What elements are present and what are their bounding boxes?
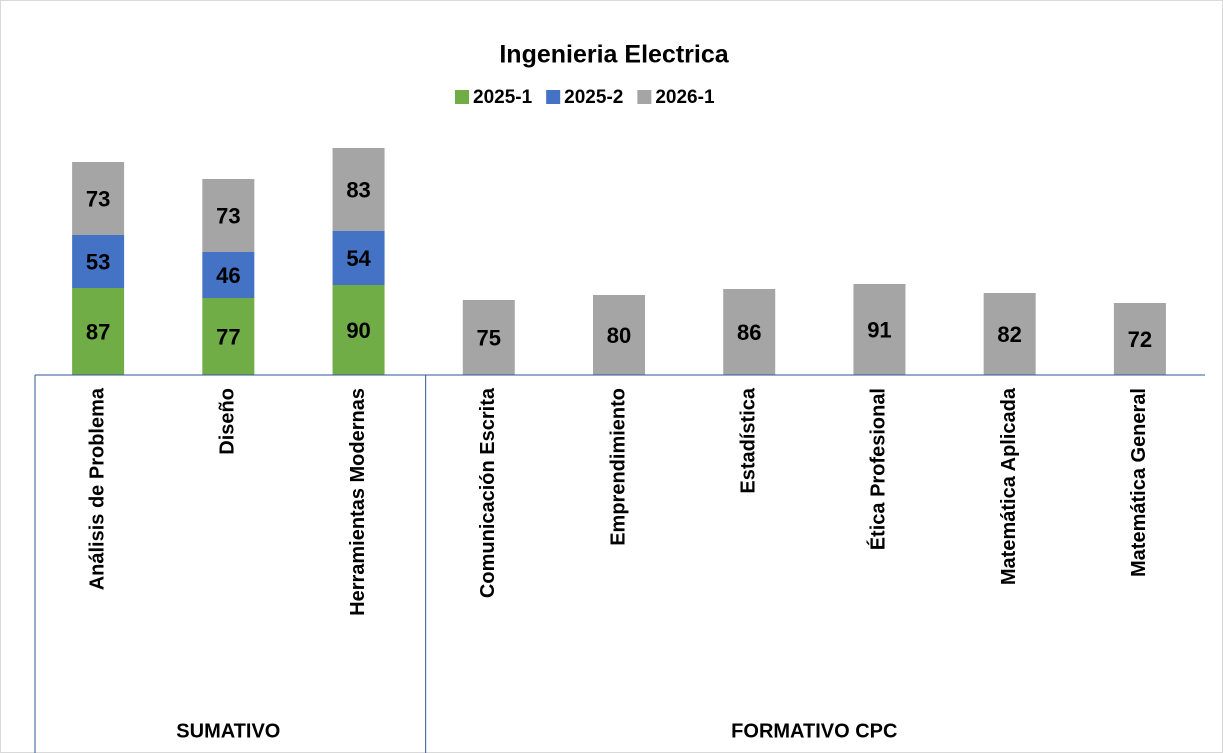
bar-segment xyxy=(72,235,125,288)
data-label: 75 xyxy=(477,325,501,350)
group-label: FORMATIVO CPC xyxy=(731,720,897,742)
bar-segment xyxy=(593,295,645,375)
category-label: Herramientas Modernas xyxy=(347,388,369,616)
category-label: Análisis de Problema xyxy=(86,387,108,590)
bar-segment xyxy=(723,289,776,375)
bar-segment xyxy=(332,285,385,375)
data-label: 86 xyxy=(737,320,761,345)
legend-label: 2025-2 xyxy=(564,87,623,108)
legend-swatch xyxy=(637,90,652,104)
category-label: Ética Profesional xyxy=(867,388,890,550)
legend-swatch xyxy=(455,90,469,104)
data-label: 80 xyxy=(607,323,631,348)
bar-segment xyxy=(1113,303,1166,375)
group-label: SUMATIVO xyxy=(176,720,280,742)
chart-title: Ingenieria Electrica xyxy=(499,41,729,69)
bar-segment xyxy=(202,298,255,375)
bar-segment xyxy=(202,179,255,252)
category-label: Matemática General xyxy=(1128,388,1150,577)
bar-segment xyxy=(983,293,1036,375)
category-label: Diseño xyxy=(217,388,239,455)
bar-segment xyxy=(332,231,385,285)
legend-label: 2026-1 xyxy=(655,87,715,108)
data-label: 54 xyxy=(346,246,371,271)
data-label: 73 xyxy=(86,186,110,211)
data-label: 83 xyxy=(346,177,370,202)
bar-segment xyxy=(72,288,125,375)
data-label: 91 xyxy=(867,317,891,342)
data-label: 90 xyxy=(346,318,370,343)
data-label: 87 xyxy=(86,319,110,344)
category-label: Emprendimiento xyxy=(607,388,629,546)
data-label: 72 xyxy=(1128,327,1152,352)
bar-segment xyxy=(853,284,906,375)
data-label: 77 xyxy=(216,324,240,349)
data-label: 73 xyxy=(216,203,240,228)
data-label: 82 xyxy=(997,322,1021,347)
data-label: 46 xyxy=(216,263,240,288)
data-label: 53 xyxy=(86,249,110,274)
category-label: Estadística xyxy=(738,387,760,493)
category-label: Comunicación Escrita xyxy=(477,387,499,598)
legend-label: 2025-1 xyxy=(473,87,533,108)
category-label: Matemática Aplicada xyxy=(998,387,1020,585)
bar-segment xyxy=(332,148,385,231)
bar-segment xyxy=(462,300,515,375)
bar-segment xyxy=(72,162,125,235)
bar-segment xyxy=(202,252,255,298)
legend-swatch xyxy=(546,90,561,104)
